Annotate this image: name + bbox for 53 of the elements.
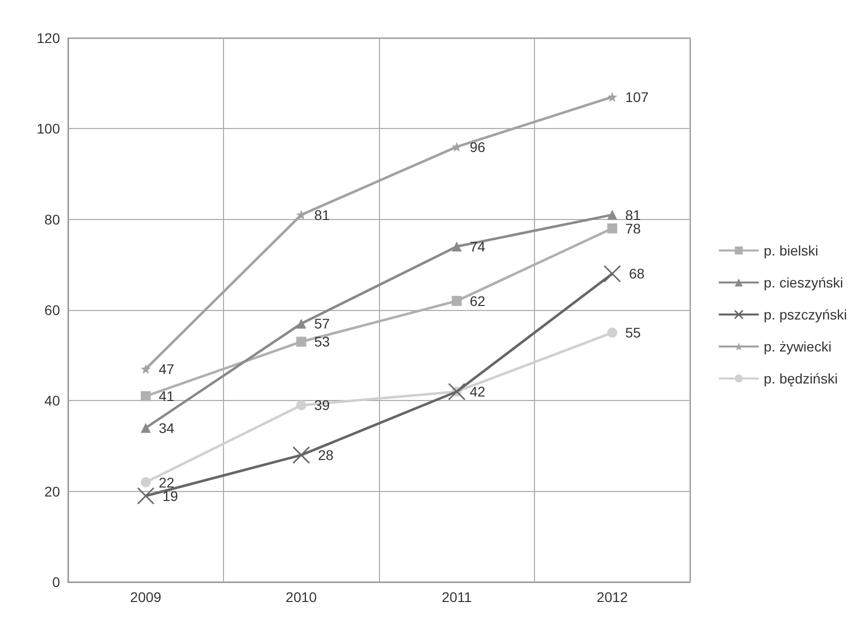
point	[296, 400, 306, 410]
y-tick-label: 60	[44, 302, 60, 318]
data-label: 55	[625, 324, 642, 341]
data-label: 74	[470, 238, 486, 255]
point	[140, 477, 151, 488]
point	[448, 382, 466, 400]
legend-label: p. będziński	[764, 370, 838, 386]
point	[140, 422, 151, 433]
y-tick-label: 40	[44, 392, 60, 409]
point	[452, 296, 462, 306]
data-label: 47	[158, 360, 175, 377]
data-label: 62	[470, 292, 486, 309]
data-label: 19	[162, 488, 178, 504]
data-label: 41	[158, 388, 175, 404]
data-label: 81	[625, 206, 642, 223]
data-label: 28	[318, 447, 334, 464]
data-label: 53	[314, 334, 330, 350]
data-label: 57	[314, 316, 330, 332]
y-tick-label: 0	[52, 574, 60, 590]
point	[604, 264, 621, 282]
legend-label: p. cieszyński	[764, 274, 844, 290]
data-label: 39	[314, 397, 330, 414]
data-label: 68	[629, 266, 645, 282]
point	[296, 210, 306, 220]
point	[607, 328, 618, 338]
point	[137, 487, 154, 505]
point	[140, 391, 151, 402]
x-tick-label: 2010	[286, 589, 318, 605]
y-tick-label: 80	[44, 211, 60, 228]
y-tick-label: 120	[36, 30, 60, 46]
point	[452, 242, 462, 252]
point	[296, 318, 306, 329]
data-label: 107	[625, 88, 649, 105]
point	[296, 336, 306, 347]
x-tick-label: 2009	[130, 589, 162, 605]
point	[607, 92, 618, 102]
point	[140, 364, 151, 374]
point	[607, 210, 618, 220]
data-label: 78	[625, 220, 642, 236]
x-tick-label: 2011	[442, 589, 472, 605]
data-label: 81	[314, 206, 330, 223]
data-label: 34	[158, 420, 175, 436]
data-label: 96	[470, 138, 486, 155]
legend-label: p. żywiecki	[764, 338, 832, 354]
x-tick-label: 2012	[596, 589, 628, 605]
legend-label: p. bielski	[764, 242, 818, 258]
legend-label: p. pszczyński	[764, 306, 847, 322]
y-tick-label: 20	[44, 483, 60, 500]
point	[607, 223, 618, 234]
y-tick-label: 100	[36, 120, 60, 137]
data-label: 22	[158, 474, 175, 490]
point	[292, 446, 310, 464]
data-label: 42	[470, 384, 486, 400]
